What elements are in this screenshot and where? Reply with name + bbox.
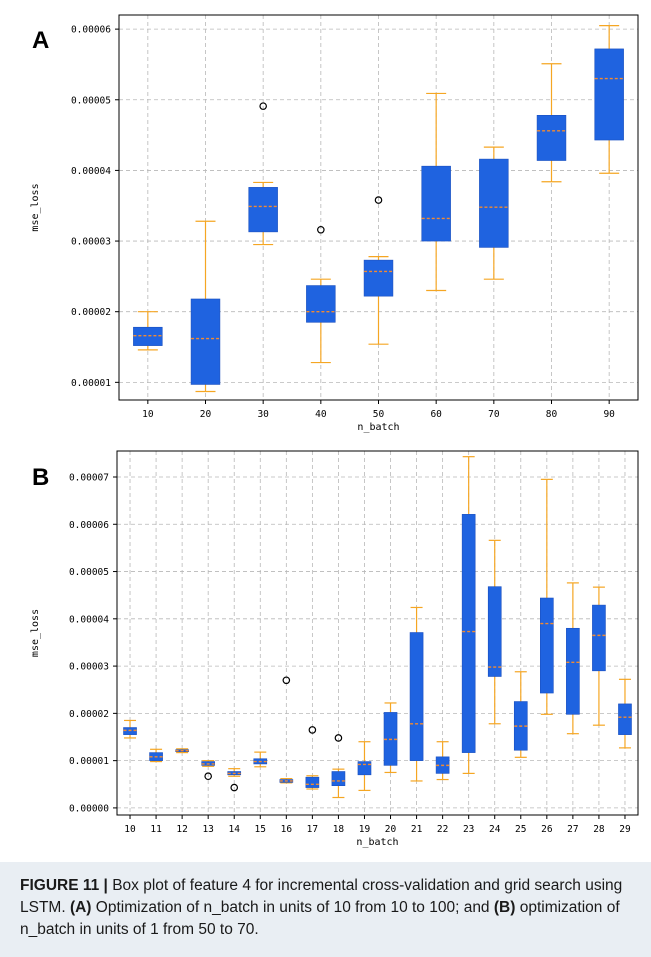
caption-a-label: (A) xyxy=(69,899,92,916)
x-tick-label: 14 xyxy=(228,824,240,835)
box-iqr xyxy=(479,158,509,248)
x-tick-label: 40 xyxy=(315,409,327,420)
x-tick-label: 30 xyxy=(257,409,269,420)
x-tick-label: 13 xyxy=(202,824,213,835)
box-iqr xyxy=(123,727,137,735)
y-axis-label: mse_loss xyxy=(30,609,41,657)
box-iqr xyxy=(421,165,451,242)
outlier-point xyxy=(334,734,343,742)
x-tick-label: 60 xyxy=(430,409,442,420)
y-tick-label: 0.00001 xyxy=(71,378,111,389)
box-iqr xyxy=(305,776,320,788)
caption-b-label: (B) xyxy=(493,899,516,916)
panel-letter: B xyxy=(32,464,49,491)
x-tick-label: 29 xyxy=(619,824,631,835)
x-tick-label: 50 xyxy=(373,409,385,420)
x-tick-label: 18 xyxy=(333,824,345,835)
outlier-point xyxy=(204,772,212,781)
x-tick-label: 27 xyxy=(567,824,578,835)
x-tick-label: 16 xyxy=(281,824,293,835)
box-iqr xyxy=(594,48,624,141)
outlier-point xyxy=(308,726,317,734)
chart-panel-a: A 0.00001 0.00002 0.00003 0.00004 0.00005 0.00… xyxy=(30,14,639,433)
x-axis-label: n_batch xyxy=(356,837,398,848)
x-tick-label: 70 xyxy=(488,409,500,420)
y-tick-label: 0.00001 xyxy=(69,756,109,767)
figure: A 0.00001 0.00002 0.00003 0.00004 0.00005 0.00… xyxy=(30,14,639,848)
box-iqr xyxy=(618,703,632,735)
y-tick-label: 0.00004 xyxy=(69,614,109,625)
x-tick-label: 28 xyxy=(593,824,605,835)
x-tick-label: 20 xyxy=(385,824,397,835)
plot-frame xyxy=(116,450,639,816)
outlier-point xyxy=(259,102,267,110)
x-tick-label: 80 xyxy=(546,409,558,420)
caption-background xyxy=(0,862,651,957)
x-tick-label: 22 xyxy=(437,824,448,835)
outlier-point xyxy=(374,196,383,204)
outlier-point xyxy=(230,783,239,792)
y-tick-label: 0.00002 xyxy=(71,307,111,318)
caption-text-1: Box plot of feature 4 for incremental cr… xyxy=(20,877,623,916)
y-tick-label: 0.00004 xyxy=(71,166,111,177)
box-iqr xyxy=(461,514,476,753)
y-tick-label: 0.00003 xyxy=(69,662,109,673)
x-tick-label: 24 xyxy=(489,824,501,835)
y-tick-label: 0.00007 xyxy=(69,473,109,484)
plot-frame xyxy=(118,14,639,401)
box-iqr xyxy=(592,604,606,672)
x-tick-label: 15 xyxy=(255,824,266,835)
y-tick-label: 0.00003 xyxy=(71,237,111,248)
x-tick-label: 12 xyxy=(176,824,187,835)
caption-text-3: optimization of n_batch in units of 1 fr… xyxy=(20,899,620,938)
box-iqr xyxy=(331,771,346,786)
x-tick-label: 10 xyxy=(124,824,136,835)
y-tick-label: 0.00005 xyxy=(69,567,109,578)
x-tick-label: 19 xyxy=(359,824,371,835)
box-iqr xyxy=(540,597,554,694)
caption-text-2: Optimization of n_batch in units of 10 f… xyxy=(91,899,494,916)
x-tick-label: 90 xyxy=(603,409,615,420)
y-tick-label: 0.00000 xyxy=(69,803,109,814)
x-tick-label: 21 xyxy=(411,824,423,835)
x-axis-label: n_batch xyxy=(357,422,399,433)
chart-panel-b: B 0.00000 0.00001 0.00002 0.00003 0.00004 0.00… xyxy=(30,450,639,848)
box-iqr xyxy=(409,632,424,761)
panel-letter: A xyxy=(32,27,49,54)
y-tick-label: 0.00005 xyxy=(71,95,111,106)
outlier-point xyxy=(317,225,325,234)
y-axis-label: mse_loss xyxy=(30,183,41,231)
box-iqr xyxy=(133,326,163,346)
x-tick-label: 20 xyxy=(200,409,212,420)
box-iqr xyxy=(536,115,567,161)
caption-figure-label: FIGURE 11 | xyxy=(20,877,108,894)
x-tick-label: 26 xyxy=(541,824,553,835)
x-tick-label: 10 xyxy=(142,409,154,420)
box-iqr xyxy=(190,298,221,385)
box-iqr xyxy=(306,285,336,323)
box-iqr xyxy=(248,187,278,233)
x-tick-label: 17 xyxy=(307,824,318,835)
box-iqr xyxy=(357,761,372,776)
y-tick-label: 0.00006 xyxy=(71,25,111,36)
y-tick-label: 0.00006 xyxy=(69,520,109,531)
x-tick-label: 23 xyxy=(463,824,474,835)
box-iqr xyxy=(566,627,580,715)
x-tick-label: 11 xyxy=(150,824,162,835)
x-tick-label: 25 xyxy=(515,824,526,835)
figure-caption: FIGURE 11 | Box plot of feature 4 for in… xyxy=(20,875,635,941)
box-iqr xyxy=(363,259,394,297)
outlier-point xyxy=(282,676,291,685)
box-iqr xyxy=(487,586,502,677)
y-tick-label: 0.00002 xyxy=(69,709,109,720)
